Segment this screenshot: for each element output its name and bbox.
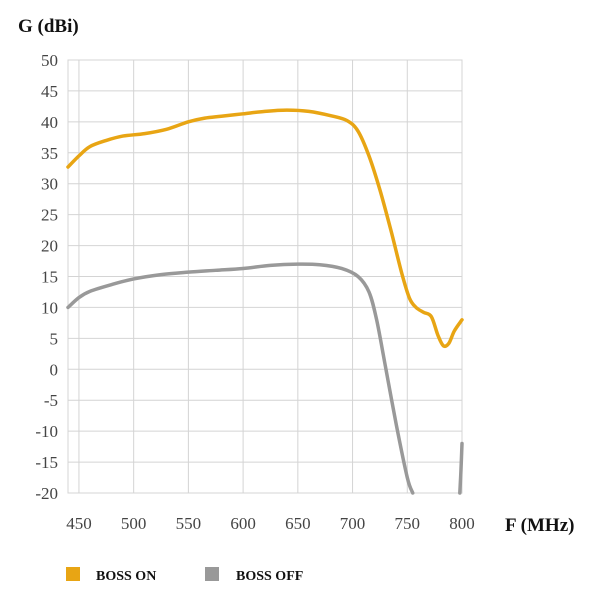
series-line-boss-off-tail — [458, 441, 464, 495]
y-tick-label: 5 — [50, 329, 59, 348]
grid — [67, 59, 463, 494]
y-tick-label: 45 — [41, 82, 58, 101]
y-tick-label: 50 — [41, 51, 58, 70]
x-tick-label: 700 — [340, 514, 366, 533]
y-tick-label: 30 — [41, 175, 58, 194]
legend-label-boss-on: BOSS ON — [96, 569, 156, 584]
x-tick-label: 500 — [121, 514, 147, 533]
x-tick-label: 600 — [230, 514, 256, 533]
legend-swatch-boss-off — [205, 567, 219, 581]
x-axis-label: F (MHz) — [505, 515, 574, 536]
legend-swatch-boss-on — [66, 567, 80, 581]
x-tick-label: 800 — [449, 514, 475, 533]
y-tick-label: 15 — [41, 268, 58, 287]
y-tick-label: 20 — [41, 237, 58, 256]
legend: BOSS ON BOSS OFF — [66, 567, 303, 584]
series-lines — [66, 108, 464, 495]
x-tick-label: 450 — [66, 514, 92, 533]
x-tick-label: 750 — [395, 514, 421, 533]
x-axis-ticks: 450 500 550 600 650 700 750 800 — [66, 514, 475, 533]
y-tick-label: 40 — [41, 113, 58, 132]
legend-label-boss-off: BOSS OFF — [236, 569, 303, 584]
y-tick-label: -5 — [44, 391, 58, 410]
y-tick-label: 25 — [41, 206, 58, 225]
y-tick-label: -20 — [35, 484, 58, 503]
series-line-boss-off — [66, 262, 415, 495]
y-axis-label: G (dBi) — [18, 16, 79, 37]
y-tick-label: -15 — [35, 453, 58, 472]
y-tick-label: 0 — [50, 360, 59, 379]
x-tick-label: 650 — [285, 514, 311, 533]
series-line-boss-on — [66, 108, 464, 349]
y-tick-label: 10 — [41, 298, 58, 317]
y-tick-label: -10 — [35, 422, 58, 441]
x-tick-label: 550 — [176, 514, 202, 533]
y-tick-label: 35 — [41, 144, 58, 163]
